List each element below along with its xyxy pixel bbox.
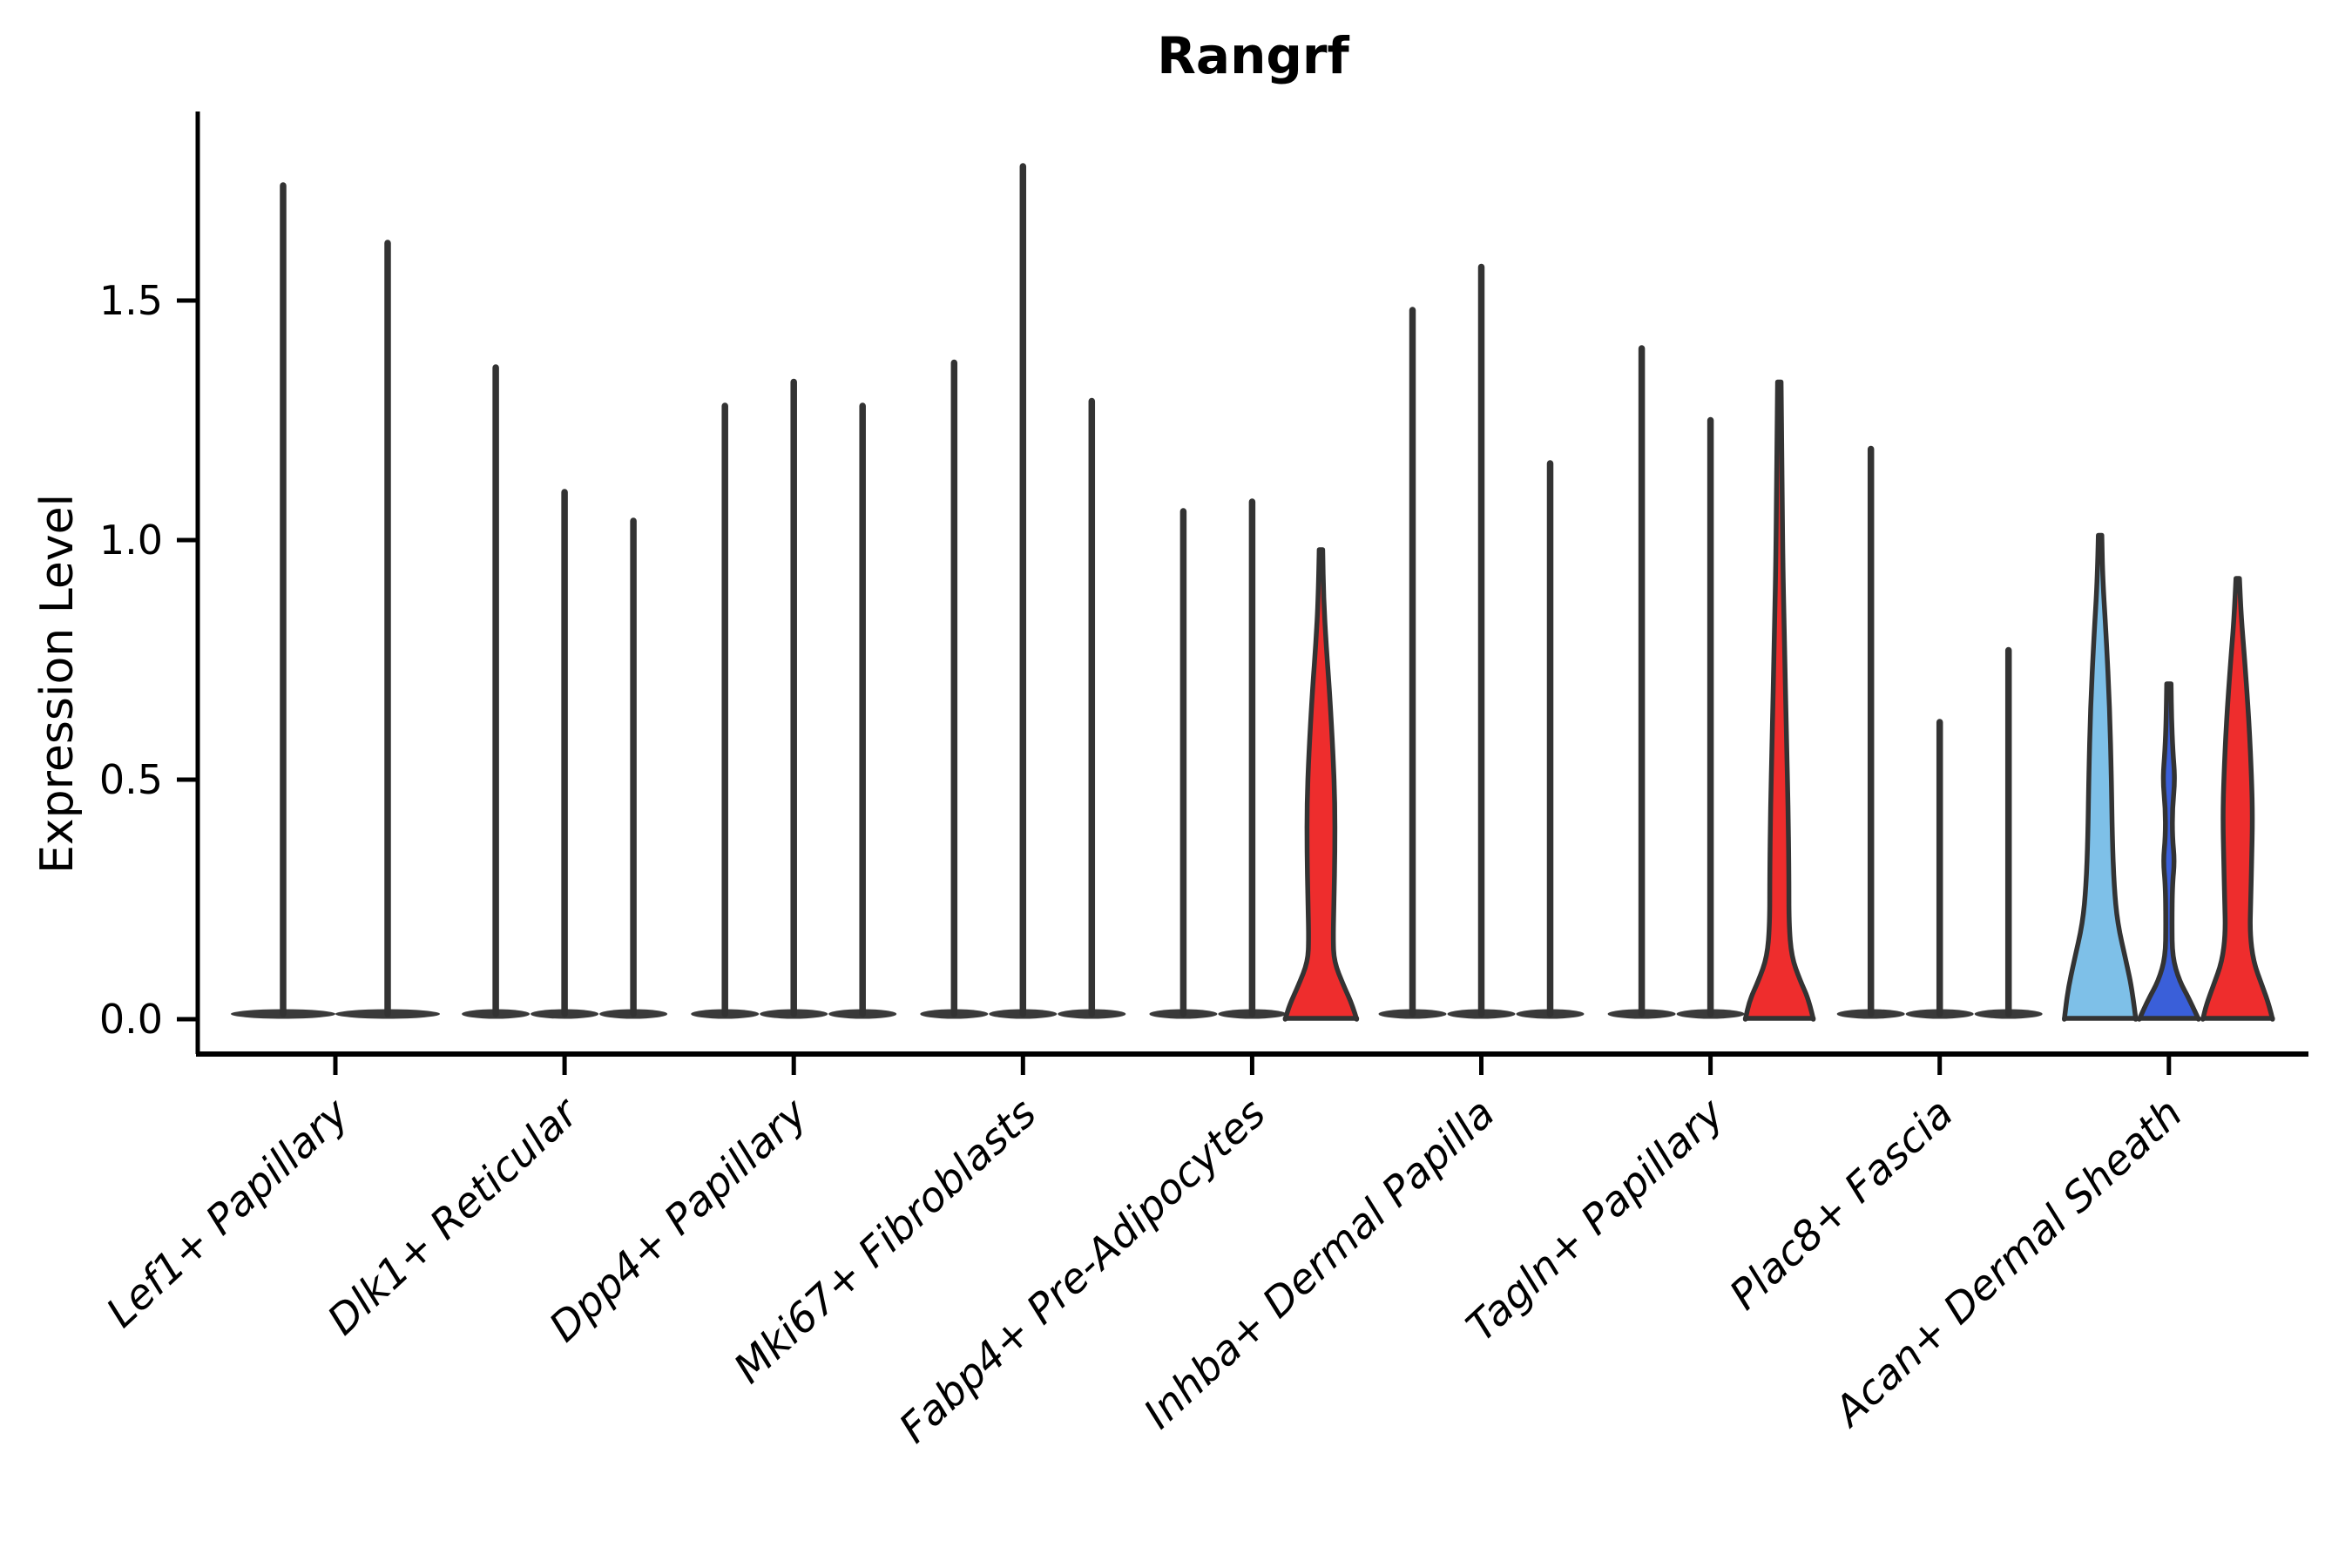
y-axis-label: Expression Level [31,493,84,875]
violin-royal_blue [2137,681,2201,1022]
x-tick-label: Dlk1+ Reticular [319,1088,589,1345]
x-tick-label: Plac8+ Fascia [1720,1090,1963,1320]
violin-red [1742,379,1816,1022]
y-tick-label: 1.5 [99,277,163,324]
x-tick-label: Lef1+ Papillary [98,1089,359,1337]
y-tick-label: 0.0 [99,996,163,1043]
violin-red [2200,576,2275,1022]
chart-title: Rangrf [1157,26,1349,85]
y-tick-label: 0.5 [99,756,163,803]
x-tick-label: Fabp4+ Pre-Adipocytes [890,1090,1275,1453]
violin-red [1282,547,1360,1022]
violin-sky_blue [2062,532,2139,1022]
y-tick-label: 1.0 [99,517,163,564]
